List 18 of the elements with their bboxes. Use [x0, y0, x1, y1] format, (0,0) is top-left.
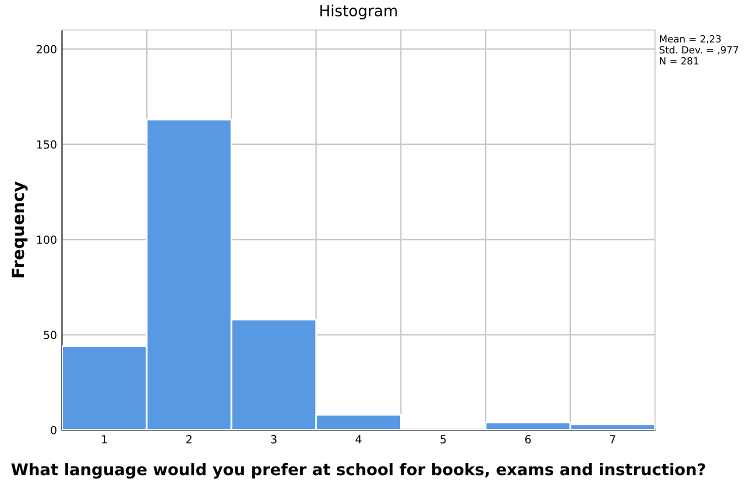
- y-tick-label: 100: [37, 236, 56, 244]
- x-tick-label: 3: [271, 435, 276, 444]
- y-tick-label: 50: [44, 330, 56, 340]
- x-tick-label: 2: [186, 435, 192, 444]
- y-axis-title: Frequency: [12, 182, 28, 278]
- chart-title: Histogram: [320, 4, 397, 20]
- y-tick-label: 150: [37, 140, 56, 149]
- text: Mean = 2,23: [660, 35, 721, 44]
- x-tick-label: 7: [610, 435, 616, 444]
- x-tick-label: 1: [102, 435, 107, 444]
- text: Std. Dev. = ,977: [660, 46, 738, 55]
- text: N = 281: [660, 57, 698, 65]
- y-tick-label: 0: [50, 426, 56, 434]
- y-tick-label: 200: [36, 45, 56, 54]
- x-tick-label: 5: [440, 435, 446, 444]
- x-axis-title: What language would you prefer at school for books, exams and instruction?: [11, 463, 706, 479]
- x-tick-label: 6: [525, 435, 531, 444]
- x-tick-label: 4: [356, 435, 362, 444]
